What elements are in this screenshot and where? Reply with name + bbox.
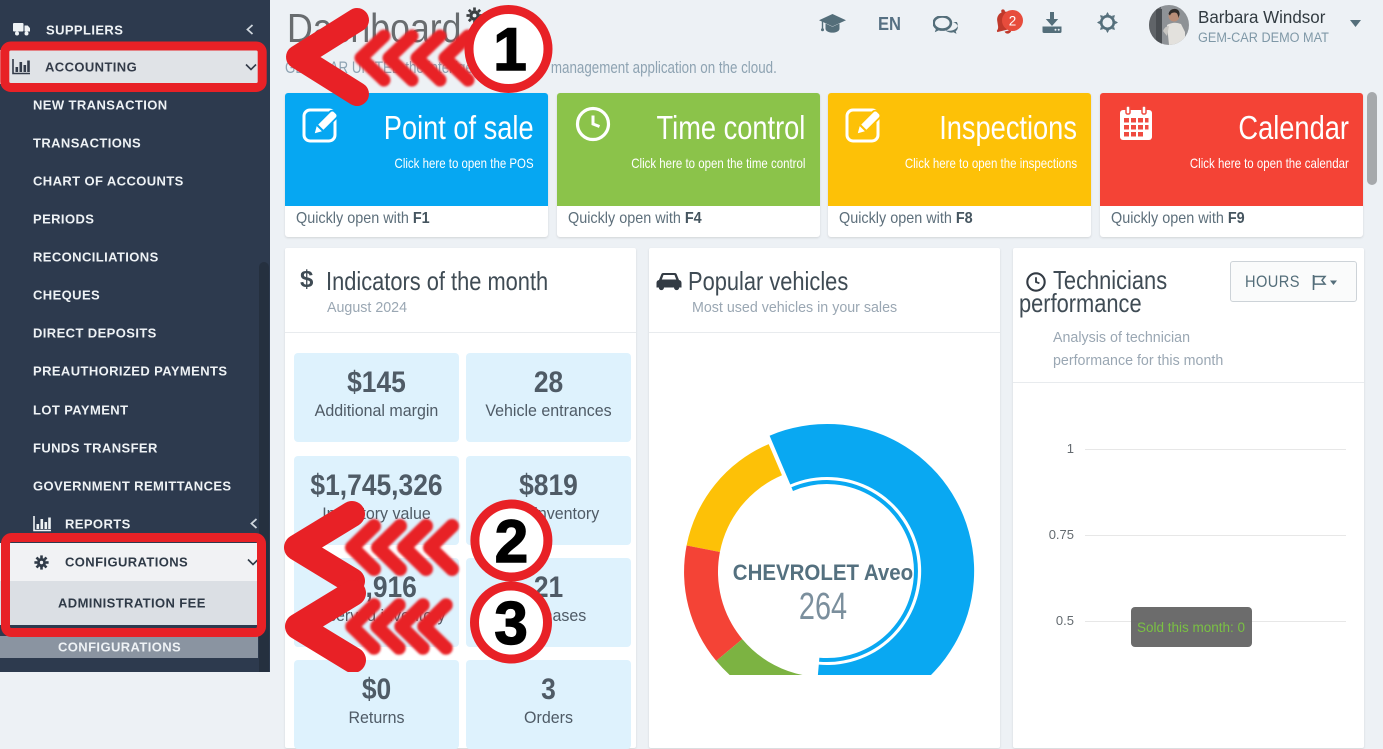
svg-text:2: 2 (495, 508, 528, 575)
svg-text:3: 3 (494, 590, 527, 657)
svg-text:1: 1 (493, 16, 526, 83)
svg-text:2: 2 (1009, 13, 1017, 28)
